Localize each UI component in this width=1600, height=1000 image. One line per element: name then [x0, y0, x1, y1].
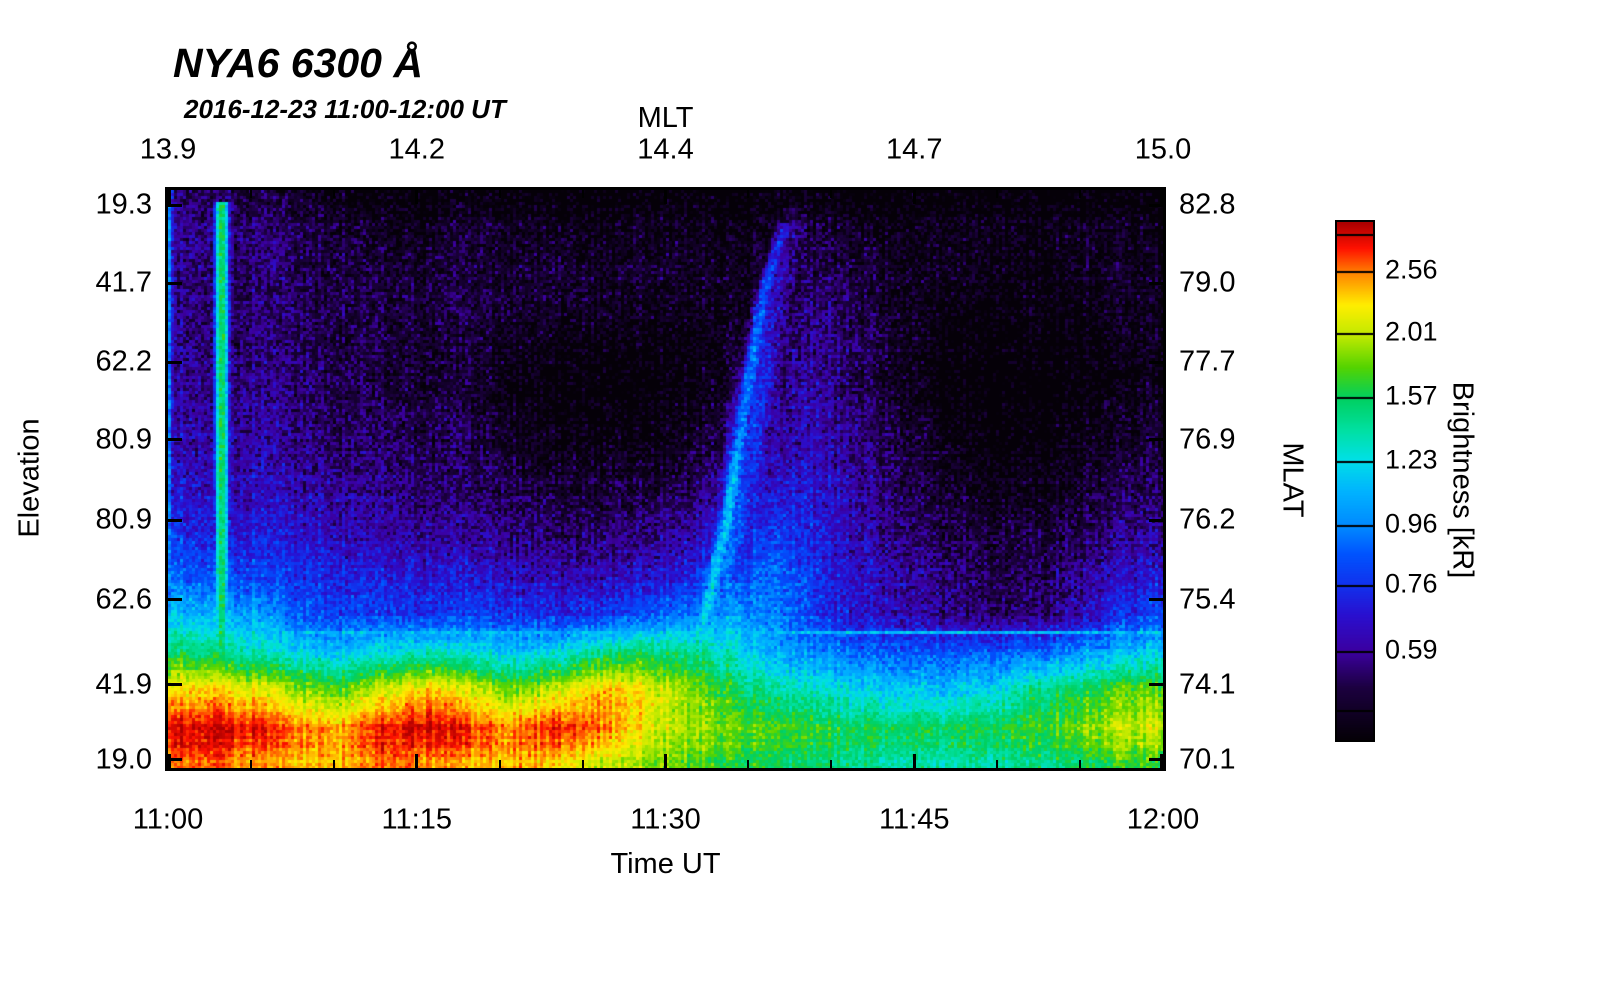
- left-axis-tick-label: 19.0: [96, 743, 152, 776]
- left-axis-tick-label: 62.6: [96, 583, 152, 616]
- colorbar: [1335, 220, 1375, 742]
- top-axis-tick-label: 14.4: [637, 134, 693, 167]
- tick-mark: [1149, 683, 1163, 686]
- tick-mark: [1079, 190, 1081, 198]
- tick-mark: [664, 754, 667, 768]
- right-axis-tick-label: 76.9: [1179, 423, 1235, 456]
- tick-mark: [168, 282, 182, 285]
- tick-mark: [1149, 598, 1163, 601]
- tick-mark: [1160, 190, 1163, 204]
- tick-mark: [582, 760, 584, 768]
- top-axis-label: MLT: [168, 102, 1163, 135]
- tick-mark: [664, 190, 667, 204]
- right-axis-tick-label: 74.1: [1179, 668, 1235, 701]
- left-axis-tick-label: 41.7: [96, 267, 152, 300]
- left-axis-tick-label: 62.2: [96, 346, 152, 379]
- tick-mark: [1149, 361, 1163, 364]
- tick-mark: [1149, 758, 1163, 761]
- colorbar-tick-label: 2.56: [1385, 254, 1438, 285]
- tick-mark: [415, 190, 418, 204]
- bottom-axis-label: Time UT: [168, 848, 1163, 881]
- tick-mark: [1079, 760, 1081, 768]
- tick-mark: [168, 204, 182, 207]
- tick-mark: [996, 760, 998, 768]
- left-axis-tick-label: 80.9: [96, 504, 152, 537]
- left-axis-label: Elevation: [14, 418, 47, 537]
- tick-mark: [168, 361, 182, 364]
- keogram-figure: NYA6 6300 Å 2016-12-23 11:00-12:00 UT ML…: [0, 0, 1600, 1000]
- tick-mark: [1149, 282, 1163, 285]
- left-axis-tick-label: 19.3: [96, 189, 152, 222]
- right-axis-tick-label: 70.1: [1179, 743, 1235, 776]
- tick-mark: [830, 760, 832, 768]
- right-axis-label: MLAT: [1276, 442, 1309, 517]
- colorbar-tick-label: 0.96: [1385, 508, 1438, 539]
- tick-mark: [415, 754, 418, 768]
- tick-mark: [830, 190, 832, 198]
- colorbar-label: Brightness [kR]: [1446, 382, 1479, 579]
- top-axis-tick-label: 15.0: [1135, 134, 1191, 167]
- tick-mark: [250, 190, 252, 198]
- colorbar-tick-label: 1.57: [1385, 381, 1438, 412]
- tick-mark: [168, 438, 182, 441]
- tick-mark: [913, 190, 916, 204]
- plot-area: [165, 187, 1166, 771]
- tick-mark: [913, 754, 916, 768]
- colorbar-canvas: [1337, 222, 1373, 740]
- left-axis-tick-label: 80.9: [96, 423, 152, 456]
- colorbar-tick-label: 2.01: [1385, 317, 1438, 348]
- right-axis-tick-label: 75.4: [1179, 583, 1235, 616]
- bottom-axis-tick-label: 11:45: [879, 804, 949, 837]
- bottom-axis-tick-label: 11:30: [630, 804, 700, 837]
- tick-mark: [582, 190, 584, 198]
- left-axis-tick-label: 41.9: [96, 668, 152, 701]
- top-axis-tick-label: 14.2: [389, 134, 445, 167]
- tick-mark: [499, 190, 501, 198]
- tick-mark: [333, 190, 335, 198]
- right-axis-tick-label: 77.7: [1179, 346, 1235, 379]
- tick-mark: [168, 758, 182, 761]
- bottom-axis-tick-label: 12:00: [1127, 804, 1200, 837]
- right-axis-tick-label: 82.8: [1179, 189, 1235, 222]
- tick-mark: [747, 190, 749, 198]
- tick-mark: [168, 598, 182, 601]
- bottom-axis-tick-label: 11:15: [382, 804, 452, 837]
- tick-mark: [168, 190, 171, 204]
- tick-mark: [250, 760, 252, 768]
- top-axis-tick-label: 13.9: [140, 134, 196, 167]
- tick-mark: [1149, 438, 1163, 441]
- tick-mark: [168, 519, 182, 522]
- heatmap-canvas: [168, 190, 1163, 768]
- tick-mark: [996, 190, 998, 198]
- right-axis-tick-label: 79.0: [1179, 267, 1235, 300]
- chart-title: NYA6 6300 Å: [173, 40, 423, 87]
- tick-mark: [499, 760, 501, 768]
- tick-mark: [1149, 204, 1163, 207]
- tick-mark: [1149, 519, 1163, 522]
- tick-mark: [333, 760, 335, 768]
- tick-mark: [747, 760, 749, 768]
- tick-mark: [168, 683, 182, 686]
- colorbar-tick-label: 0.76: [1385, 569, 1438, 600]
- bottom-axis-tick-label: 11:00: [133, 804, 203, 837]
- right-axis-tick-label: 76.2: [1179, 504, 1235, 537]
- colorbar-tick-label: 0.59: [1385, 634, 1438, 665]
- top-axis-tick-label: 14.7: [886, 134, 942, 167]
- colorbar-tick-label: 1.23: [1385, 444, 1438, 475]
